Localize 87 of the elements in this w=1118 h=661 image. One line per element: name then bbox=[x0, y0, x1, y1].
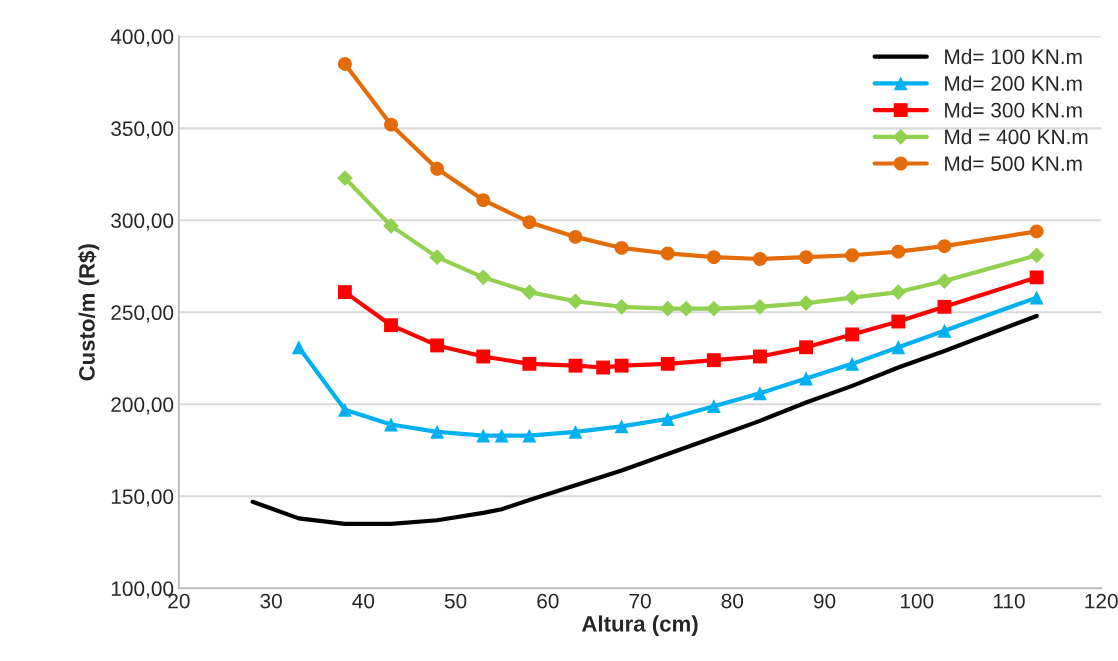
point bbox=[798, 295, 814, 311]
y-tick-label: 150,00 bbox=[111, 489, 174, 507]
point bbox=[494, 428, 509, 443]
point bbox=[476, 193, 491, 208]
point bbox=[476, 428, 491, 443]
point bbox=[384, 318, 398, 333]
point bbox=[845, 248, 860, 263]
x-tick-label: 50 bbox=[444, 593, 467, 609]
point bbox=[705, 300, 722, 317]
point bbox=[891, 340, 906, 355]
point bbox=[659, 300, 676, 317]
x-tick-label: 30 bbox=[260, 593, 282, 609]
point bbox=[660, 246, 675, 261]
point bbox=[429, 249, 445, 265]
point bbox=[937, 239, 952, 254]
point bbox=[844, 289, 861, 306]
point bbox=[568, 229, 583, 244]
point bbox=[476, 349, 491, 364]
point bbox=[567, 293, 584, 310]
point bbox=[430, 161, 445, 176]
point bbox=[384, 117, 398, 132]
point bbox=[522, 428, 537, 443]
y-tick-label: 250,00 bbox=[111, 305, 174, 323]
point bbox=[522, 215, 537, 230]
point bbox=[383, 218, 399, 234]
point bbox=[337, 285, 352, 300]
point bbox=[752, 298, 768, 315]
point bbox=[568, 358, 583, 373]
point bbox=[706, 250, 721, 265]
x-tick-label: 80 bbox=[721, 593, 744, 609]
point bbox=[614, 358, 629, 373]
point bbox=[614, 240, 629, 255]
point bbox=[596, 360, 611, 375]
point bbox=[706, 399, 721, 414]
point bbox=[799, 371, 814, 386]
point bbox=[475, 269, 492, 286]
point bbox=[660, 356, 675, 371]
x-tick-label: 70 bbox=[629, 593, 651, 609]
point bbox=[799, 340, 814, 355]
legend-label: Md= 300 KN.m bbox=[945, 102, 1082, 118]
point bbox=[937, 323, 952, 338]
point bbox=[521, 284, 538, 300]
point bbox=[614, 419, 629, 434]
point bbox=[337, 57, 352, 71]
legend-label: Md= 100 KN.m bbox=[945, 48, 1082, 65]
point bbox=[753, 349, 767, 364]
point bbox=[1029, 224, 1044, 239]
y-tick-label: 350,00 bbox=[111, 121, 174, 139]
point bbox=[891, 314, 906, 329]
point bbox=[522, 356, 537, 371]
point bbox=[937, 299, 952, 314]
point bbox=[706, 353, 721, 368]
point bbox=[753, 252, 767, 266]
point bbox=[891, 244, 906, 259]
x-tick-label: 40 bbox=[352, 593, 375, 609]
point bbox=[845, 327, 860, 342]
x-tick-label: 90 bbox=[813, 593, 836, 609]
y-tick-label: 300,00 bbox=[111, 213, 174, 231]
y-tick-label: 400,00 bbox=[110, 29, 174, 47]
x-axis-title: Altura (cm) bbox=[581, 615, 698, 637]
x-tick-label: 60 bbox=[537, 593, 559, 609]
point bbox=[1029, 290, 1044, 305]
point bbox=[1029, 270, 1044, 285]
point bbox=[936, 273, 953, 289]
point bbox=[337, 170, 353, 186]
point bbox=[430, 338, 445, 353]
point bbox=[890, 284, 907, 300]
point bbox=[337, 402, 352, 417]
point bbox=[1028, 247, 1045, 264]
legend-label: Md= 200 KN.m bbox=[945, 75, 1082, 91]
point bbox=[845, 356, 860, 371]
legend-label: Md= 500 KN.m bbox=[945, 155, 1082, 172]
legend-label: Md = 400 KN.m bbox=[945, 128, 1088, 145]
x-tick-label: 120 bbox=[1085, 593, 1118, 609]
x-tick-label: 100 bbox=[900, 593, 934, 609]
x-tick-label: 110 bbox=[993, 593, 1025, 609]
y-axis-title: Custo/m (R$) bbox=[78, 244, 100, 381]
line-series bbox=[250, 313, 1039, 526]
point bbox=[678, 300, 695, 317]
point bbox=[753, 386, 767, 401]
y-tick-label: 200,00 bbox=[111, 397, 174, 415]
point bbox=[430, 424, 445, 439]
point bbox=[799, 250, 814, 265]
point bbox=[613, 298, 630, 315]
point bbox=[291, 340, 306, 355]
point bbox=[660, 412, 675, 426]
point bbox=[568, 424, 583, 439]
